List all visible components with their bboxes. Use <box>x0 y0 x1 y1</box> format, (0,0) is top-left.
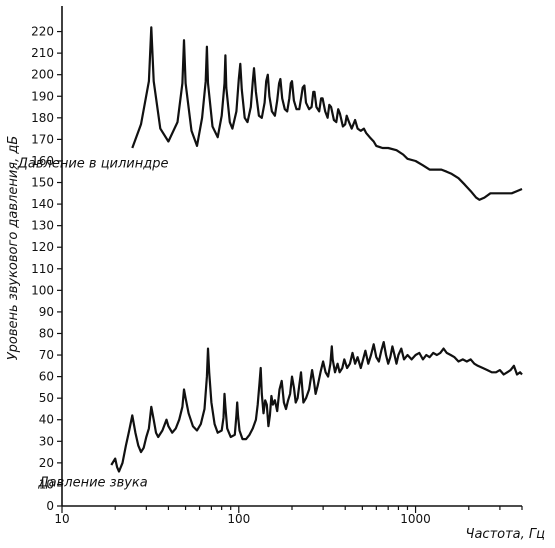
y-axis-title: Уровень звукового давления, дБ <box>6 136 21 361</box>
y-tick-label: 90 <box>39 305 54 319</box>
series-layer <box>110 26 523 473</box>
y-tick-label: 170 <box>31 132 54 146</box>
y-tick-label: 160 <box>31 154 54 168</box>
x-tick-label: 1000 <box>400 512 431 526</box>
series-labels: Давление в цилиндре Давление звука <box>17 156 169 490</box>
y-tick-label: 30 <box>39 434 54 448</box>
y-tick-label: 140 <box>31 197 54 211</box>
y-tick-label: 130 <box>31 219 54 233</box>
series-line-1 <box>110 341 523 473</box>
series-label-1: Давление звука <box>37 476 147 491</box>
y-tick-label: 110 <box>31 262 54 276</box>
series-line-0 <box>131 26 523 201</box>
y-tick-label: 220 <box>31 25 54 39</box>
x-tick-label: 10 <box>54 512 69 526</box>
y-tick-label: 200 <box>31 68 54 82</box>
y-tick-label: 20 <box>39 456 54 470</box>
y-tick-label: 0 <box>46 499 54 513</box>
x-tick-labels: 10 100 1000 <box>54 512 430 526</box>
y-tick-label: 120 <box>31 240 54 254</box>
y-tick-label: 50 <box>39 391 54 405</box>
y-tick-label: 70 <box>39 348 54 362</box>
y-tick-label: 100 <box>31 283 54 297</box>
y-tick-label: 10 <box>39 477 54 491</box>
x-axis-title: Частота, Гц <box>466 527 546 542</box>
y-tick-label: 40 <box>39 413 54 427</box>
series-label-0: Давление в цилиндре <box>17 156 169 171</box>
y-tick-labels: 0 10 20 30 40 50 60 70 80 90 100 110 120 130 140 150 160… <box>31 25 54 513</box>
x-tick-label: 100 <box>227 512 250 526</box>
y-tick-label: 150 <box>31 176 54 190</box>
y-tick-label: 180 <box>31 111 54 125</box>
tick-marks <box>57 30 523 513</box>
y-tick-label: 210 <box>31 46 54 60</box>
y-tick-label: 80 <box>39 326 54 340</box>
y-tick-label: 60 <box>39 370 54 384</box>
y-tick-label: 190 <box>31 89 54 103</box>
